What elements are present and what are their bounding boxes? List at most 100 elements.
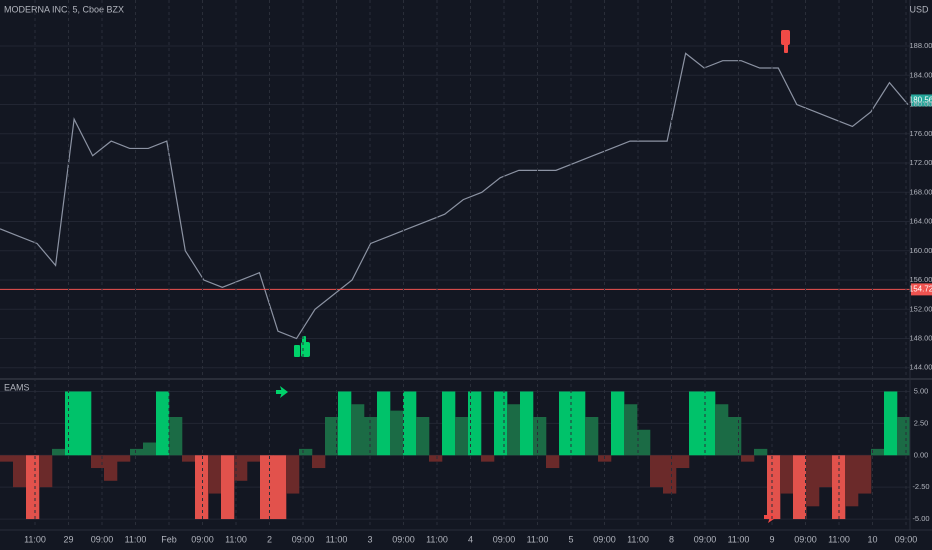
histogram-bar	[195, 455, 209, 520]
histogram-bar	[143, 442, 157, 456]
histogram-bar	[806, 455, 820, 507]
histogram-bar	[819, 455, 833, 488]
x-tick-label: 2	[267, 534, 272, 544]
histogram-bar	[182, 455, 196, 462]
histogram-bar	[702, 391, 716, 456]
x-tick-label: 09:00	[292, 534, 315, 544]
x-tick-label: 11:00	[24, 534, 46, 544]
y-tick-label: 168.00	[910, 187, 932, 196]
histogram-bar	[624, 404, 638, 456]
histogram-bar	[507, 404, 521, 456]
histogram-bar	[234, 455, 248, 481]
histogram-bar	[676, 455, 690, 469]
y-tick-label: 160.00	[910, 246, 932, 255]
histogram-bar	[715, 404, 729, 456]
histogram-bar	[546, 455, 560, 469]
histogram-bar	[325, 417, 339, 456]
y-tick-label: 176.00	[910, 129, 932, 138]
histogram-bar	[286, 455, 300, 494]
histogram-bar	[884, 391, 898, 456]
x-tick-label: Feb	[161, 534, 177, 544]
x-tick-label: 11:00	[828, 534, 850, 544]
histogram-bar	[169, 417, 183, 456]
y-tick-label: 148.00	[910, 334, 932, 343]
thumbs-down	[781, 30, 790, 53]
x-tick-label: 09:00	[593, 534, 616, 544]
x-tick-label: 09:00	[493, 534, 516, 544]
histogram-bar	[208, 455, 222, 494]
x-tick-label: 29	[63, 534, 73, 544]
x-tick-label: 4	[468, 534, 473, 544]
y-tick-label: 180.00	[910, 100, 932, 109]
histogram-bar	[897, 417, 911, 456]
histogram-bar	[338, 391, 352, 456]
histogram-bar	[117, 455, 131, 462]
x-tick-label: 11:00	[426, 534, 448, 544]
histogram-bar	[442, 391, 456, 456]
down-arrow	[764, 511, 777, 523]
x-tick-label: 9	[769, 534, 774, 544]
y-tick-label: -2.50	[912, 482, 929, 491]
y-tick-label: 156.00	[910, 275, 932, 284]
histogram-bar	[858, 455, 872, 494]
x-tick-label: 09:00	[91, 534, 114, 544]
histogram-bar	[416, 417, 430, 456]
currency: USD	[909, 4, 929, 14]
histogram-bar	[520, 391, 534, 456]
histogram-bar	[299, 448, 313, 456]
y-tick-label: 2.50	[914, 418, 929, 427]
histogram-bar	[65, 391, 79, 456]
price-line	[0, 52, 909, 340]
histogram-bar	[728, 417, 742, 456]
histogram-bar	[78, 391, 92, 456]
histogram-bar	[533, 417, 547, 456]
histogram-bar	[793, 455, 807, 520]
price-pane: 154.72 180.56	[0, 45, 932, 369]
histogram-bar	[390, 410, 404, 456]
histogram-bar	[364, 417, 378, 456]
histogram-bar	[429, 455, 443, 462]
histogram-bar	[13, 455, 27, 488]
indicator-title: EAMS	[4, 382, 30, 392]
x-tick-label: 11:00	[527, 534, 549, 544]
x-tick-label: 09:00	[694, 534, 717, 544]
y-tick-label: 164.00	[910, 217, 932, 226]
last-price-label: 180.56	[909, 96, 932, 105]
histogram-bar	[780, 455, 794, 494]
x-tick-label: 09:00	[191, 534, 214, 544]
y-tick-label: 152.00	[910, 304, 932, 313]
histogram-bar	[650, 455, 664, 488]
price-level-badge	[911, 283, 932, 296]
histogram-bar	[767, 455, 781, 520]
y-tick-label: 144.00	[910, 363, 932, 372]
thumbs-up	[294, 336, 310, 357]
x-tick-label: 8	[669, 534, 674, 544]
y-tick-label: 172.00	[910, 158, 932, 167]
x-tick-label: 09:00	[895, 534, 918, 544]
histogram-bar	[52, 448, 66, 456]
histogram-bar	[741, 455, 755, 462]
histogram-bar	[312, 455, 326, 469]
histogram-bar	[0, 455, 14, 462]
histogram-bar	[689, 391, 703, 456]
histogram-bar	[273, 455, 287, 520]
histogram-bar	[130, 448, 144, 456]
y-tick-label: 188.00	[910, 41, 932, 50]
chart-title: MODERNA INC, 5, Cboe BZX	[4, 4, 124, 14]
histogram-bar	[572, 391, 586, 456]
histogram-bar	[663, 455, 677, 494]
x-tick-label: 11:00	[125, 534, 147, 544]
x-tick-label: 11:00	[225, 534, 247, 544]
histogram-bar	[494, 391, 508, 456]
histogram-bar	[845, 455, 859, 507]
x-tick-label: 3	[367, 534, 372, 544]
histogram-bar	[611, 391, 625, 456]
y-tick-label: 0.00	[914, 450, 929, 459]
histogram-bar	[481, 455, 495, 462]
histogram-bar	[403, 391, 417, 456]
up-arrow	[276, 386, 288, 398]
histogram-bar	[637, 429, 651, 456]
histogram-bar	[26, 455, 40, 520]
x-tick-label: 10	[867, 534, 877, 544]
